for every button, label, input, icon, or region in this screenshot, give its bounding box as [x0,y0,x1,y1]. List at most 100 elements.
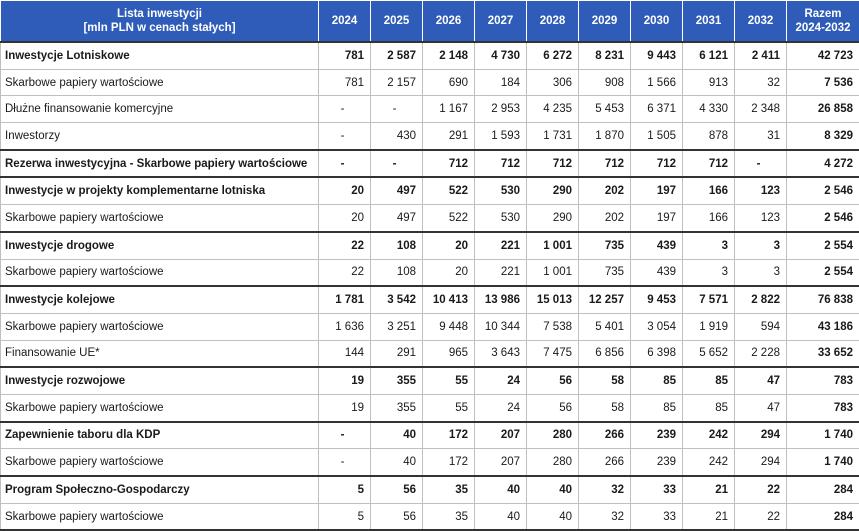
cell-value: 5 453 [579,96,631,123]
cell-total: 7 536 [787,69,859,96]
column-header-year: 2024 [319,1,371,43]
cell-value: 19 [319,394,371,421]
cell-value: 58 [579,394,631,421]
cell-value: 85 [631,367,683,394]
cell-value: 58 [579,367,631,394]
cell-value: 2 411 [735,42,787,69]
cell-value: 3 054 [631,313,683,340]
cell-value: 5 [319,476,371,503]
row-label: Skarbowe papiery wartościowe [1,313,319,340]
cell-value: 712 [683,150,735,178]
cell-value: 735 [579,259,631,286]
cell-value: 3 [683,259,735,286]
cell-value: 20 [319,205,371,232]
cell-value: 172 [423,422,475,449]
cell-value: 290 [527,177,579,204]
cell-value: 712 [631,150,683,178]
cell-value: 1 636 [319,313,371,340]
cell-value: 1 566 [631,69,683,96]
cell-value: 207 [475,422,527,449]
cell-total: 284 [787,503,859,530]
cell-value: 242 [683,422,735,449]
column-header-year: 2025 [371,1,423,43]
cell-value: 55 [423,394,475,421]
cell-value: 2 953 [475,96,527,123]
cell-value: 712 [527,150,579,178]
row-label: Skarbowe papiery wartościowe [1,205,319,232]
cell-value: 7 475 [527,340,579,367]
table-row-category: Rezerwa inwestycyjna - Skarbowe papiery … [1,150,859,178]
cell-value: 781 [319,69,371,96]
cell-value: 40 [527,476,579,503]
column-header-year: 2027 [475,1,527,43]
cell-value: 20 [423,232,475,259]
cell-total: 783 [787,394,859,421]
column-header-year: 2026 [423,1,475,43]
cell-value: 20 [423,259,475,286]
cell-value: 20 [319,177,371,204]
header-row: Lista inwestycji [mln PLN w cenach stały… [1,1,859,43]
cell-value: 430 [371,123,423,150]
cell-value: 166 [683,205,735,232]
row-label: Skarbowe papiery wartościowe [1,259,319,286]
cell-value: 908 [579,69,631,96]
cell-value: 10 413 [423,286,475,313]
cell-value: 21 [683,503,735,530]
cell-value: 33 [631,503,683,530]
table-header: Lista inwestycji [mln PLN w cenach stały… [1,1,859,43]
cell-value: 2 587 [371,42,423,69]
cell-value: 221 [475,232,527,259]
cell-value: 197 [631,177,683,204]
cell-value: 221 [475,259,527,286]
cell-value: 5 401 [579,313,631,340]
cell-total: 43 186 [787,313,859,340]
cell-value: 7 538 [527,313,579,340]
cell-value: 9 443 [631,42,683,69]
column-header-year: 2030 [631,1,683,43]
cell-value: 40 [527,503,579,530]
cell-value: 197 [631,205,683,232]
cell-value: 85 [631,394,683,421]
cell-value: 123 [735,177,787,204]
column-header-year: 2029 [579,1,631,43]
cell-value: 85 [683,394,735,421]
cell-value: 56 [527,367,579,394]
cell-value: 6 272 [527,42,579,69]
cell-value: 3 251 [371,313,423,340]
cell-value: - [319,449,371,476]
cell-value: 21 [683,476,735,503]
cell-value: 4 235 [527,96,579,123]
cell-value: 1 505 [631,123,683,150]
cell-value: 266 [579,422,631,449]
cell-value: 294 [735,422,787,449]
row-label: Inwestycje Lotniskowe [1,42,319,69]
cell-value: 5 652 [683,340,735,367]
cell-total: 783 [787,367,859,394]
cell-value: 47 [735,367,787,394]
cell-total: 2 554 [787,232,859,259]
cell-total: 76 838 [787,286,859,313]
cell-value: 7 571 [683,286,735,313]
cell-value: 239 [631,422,683,449]
cell-value: 6 121 [683,42,735,69]
row-label: Inwestycje kolejowe [1,286,319,313]
cell-value: 1 001 [527,259,579,286]
cell-value: 22 [319,232,371,259]
cell-value: 3 542 [371,286,423,313]
cell-value: 690 [423,69,475,96]
cell-value: 123 [735,205,787,232]
row-label: Skarbowe papiery wartościowe [1,394,319,421]
cell-total: 284 [787,476,859,503]
cell-total: 33 652 [787,340,859,367]
row-label: Inwestycje drogowe [1,232,319,259]
